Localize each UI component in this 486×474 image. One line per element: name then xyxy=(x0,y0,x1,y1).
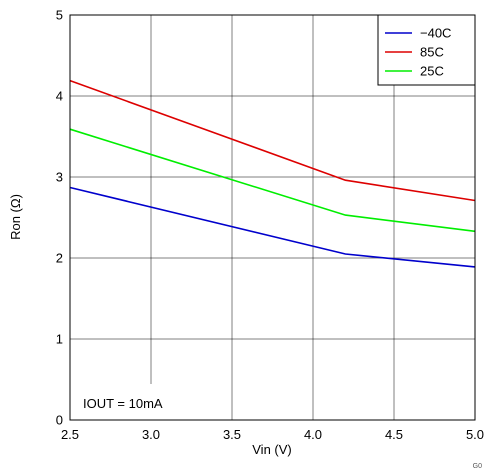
y-tick-label: 0 xyxy=(56,413,63,428)
x-tick-label: 2.5 xyxy=(61,427,79,442)
x-tick-label: 3.0 xyxy=(142,427,160,442)
x-tick-label: 4.0 xyxy=(304,427,322,442)
y-tick-labels: 0 1 2 3 4 5 xyxy=(56,8,63,428)
x-axis-label: Vin (V) xyxy=(252,442,292,457)
legend: −40C 85C 25C xyxy=(377,14,476,86)
figure-id: G0 xyxy=(473,463,482,470)
x-tick-label: 3.5 xyxy=(223,427,241,442)
legend-label: 25C xyxy=(420,64,444,79)
annotation-background xyxy=(72,384,190,424)
y-tick-label: 2 xyxy=(56,251,63,266)
y-tick-label: 3 xyxy=(56,170,63,185)
x-tick-label: 4.5 xyxy=(385,427,403,442)
y-tick-label: 4 xyxy=(56,89,63,104)
series-line-0 xyxy=(69,186,476,268)
series-layer xyxy=(69,79,476,268)
y-tick-label: 5 xyxy=(56,8,63,23)
series-line-2 xyxy=(69,128,476,233)
plot-area-border xyxy=(69,14,476,421)
series-line-1 xyxy=(69,79,476,202)
y-axis-label: Ron (Ω) xyxy=(8,194,23,240)
legend-label: −40C xyxy=(420,26,451,41)
x-tick-label: 5.0 xyxy=(466,427,484,442)
legend-box xyxy=(377,14,476,86)
x-tick-labels: 2.5 3.0 3.5 4.0 4.5 5.0 xyxy=(61,427,484,442)
annotation-text: IOUT = 10mA xyxy=(83,396,163,411)
legend-label: 85C xyxy=(420,45,444,60)
y-tick-label: 1 xyxy=(56,332,63,347)
